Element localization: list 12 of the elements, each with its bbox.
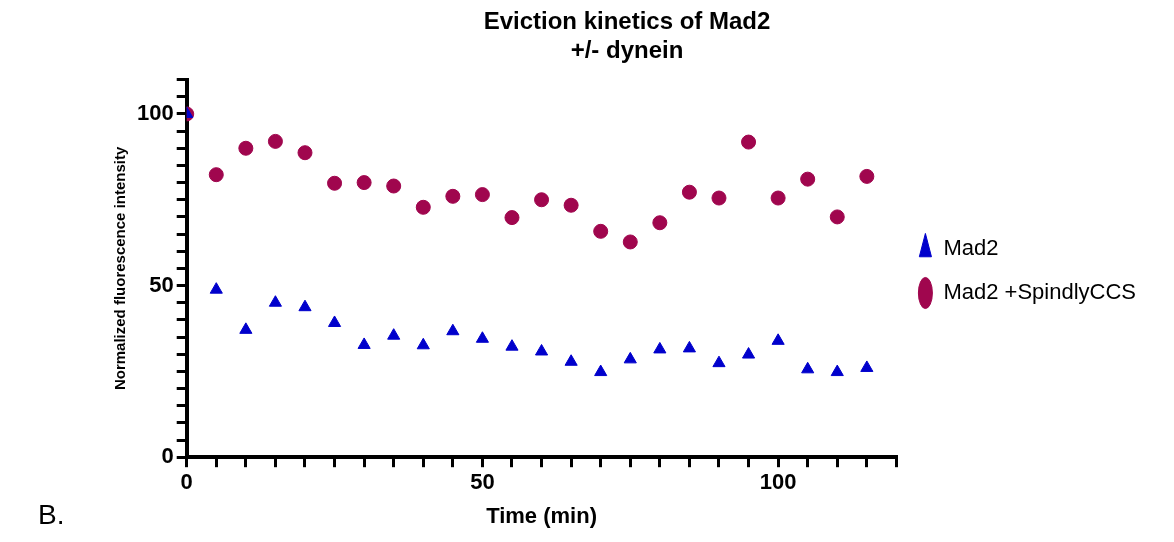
y-tick-label: 100 — [136, 99, 174, 125]
y-tick-label: 50 — [149, 271, 174, 297]
x-tick-label: 0 — [180, 469, 193, 495]
text: B. — [38, 498, 65, 530]
legend-label: Mad2 — [943, 235, 999, 261]
legend-label: Mad2 +SpindlyCCS — [943, 279, 1137, 305]
chart-title: Eviction kinetics of Mad2 +/- dynein — [483, 7, 771, 63]
x-axis-title: Time (min) — [486, 502, 597, 528]
x-tick-label: 50 — [470, 469, 495, 495]
x-tick-label: 100 — [759, 469, 797, 495]
y-axis-title: Normalized fluorescence intensity — [111, 146, 129, 391]
y-tick-label: 0 — [161, 443, 174, 469]
